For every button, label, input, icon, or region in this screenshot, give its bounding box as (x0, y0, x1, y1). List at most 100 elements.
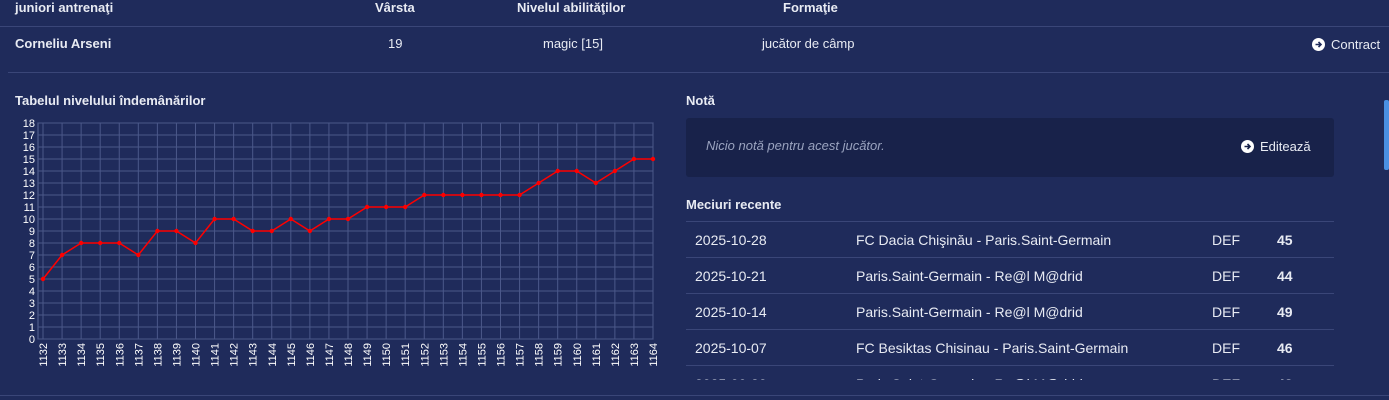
y-tick-label: 1 (29, 322, 35, 334)
point (422, 192, 427, 198)
point (574, 168, 579, 174)
point (345, 216, 351, 222)
match-row[interactable]: 2025-10-07 FC Besiktas Chisinau - Paris.S… (686, 329, 1334, 365)
y-tick-label: 15 (23, 154, 35, 166)
scrollbar[interactable] (1384, 100, 1389, 170)
point (231, 216, 236, 222)
y-tick-label: 0 (29, 334, 35, 346)
match-date: 2025-10-28 (695, 232, 767, 248)
x-tick-label: 1153 (438, 343, 450, 367)
point (479, 192, 484, 198)
y-tick-label: 4 (29, 286, 35, 298)
y-tick-label: 9 (29, 226, 35, 238)
point (288, 216, 294, 222)
match-score: 48 (1277, 376, 1293, 380)
point (593, 180, 599, 186)
x-tick-label: 1143 (248, 343, 260, 367)
matches-table: 2025-10-28 FC Dacia Chişinău - Paris.Sain… (686, 221, 1334, 380)
y-tick-label: 16 (23, 142, 35, 154)
point (193, 240, 198, 246)
x-tick-label: 1158 (534, 343, 546, 367)
contract-button[interactable]: Contract (1331, 37, 1381, 52)
x-tick-label: 1142 (229, 343, 241, 367)
note-box: Nicio notă pentru acest jucător. Editeaz… (686, 118, 1334, 177)
x-tick-label: 1149 (362, 343, 374, 367)
x-tick-label: 1150 (381, 343, 393, 367)
match-position: DEF (1212, 376, 1240, 380)
y-tick-label: 3 (29, 298, 35, 310)
x-tick-label: 1132 (38, 343, 50, 367)
x-tick-label: 1136 (114, 343, 126, 367)
x-tick-label: 1154 (457, 343, 469, 367)
player-name[interactable]: Corneliu Arseni (15, 36, 112, 51)
point (402, 204, 408, 210)
x-tick-label: 1156 (496, 343, 508, 367)
chart-title: Tabelul nivelului îndemânărilor (15, 93, 206, 108)
x-tick-label: 1146 (305, 343, 317, 367)
match-position: DEF (1212, 304, 1240, 320)
x-tick-label: 1138 (152, 343, 164, 367)
y-tick-label: 10 (23, 214, 35, 226)
arrow-icon (1312, 38, 1325, 51)
point (155, 228, 160, 234)
player-skill: magic [15] (543, 36, 603, 51)
point (212, 216, 217, 222)
match-date: 2025-09-30 (695, 376, 767, 380)
point (441, 192, 446, 198)
y-tick-label: 7 (29, 250, 35, 262)
divider (0, 26, 1389, 27)
match-date: 2025-10-21 (695, 268, 767, 284)
point (117, 240, 122, 246)
point (364, 204, 370, 210)
x-tick-label: 1151 (400, 343, 412, 367)
x-tick-label: 1141 (210, 343, 222, 367)
player-position: jucător de câmp (762, 36, 855, 51)
x-tick-label: 1140 (191, 343, 203, 367)
x-tick-label: 1145 (286, 343, 298, 367)
point (97, 240, 103, 246)
player-age: 19 (388, 36, 403, 51)
y-tick-label: 2 (29, 310, 35, 322)
arrow-icon (1241, 140, 1254, 153)
note-title: Notă (686, 93, 715, 108)
match-score: 46 (1277, 340, 1293, 356)
match-name: Paris.Saint-Germain - Re@l M@drid (856, 304, 1083, 320)
match-position: DEF (1212, 340, 1240, 356)
point (250, 228, 255, 234)
point (269, 228, 274, 234)
y-tick-label: 6 (29, 262, 35, 274)
point (383, 204, 389, 210)
divider (8, 72, 1389, 73)
point (460, 192, 465, 198)
y-tick-label: 17 (23, 130, 35, 142)
match-row[interactable]: 2025-10-28 FC Dacia Chişinău - Paris.Sain… (686, 221, 1334, 257)
match-name: FC Besiktas Chisinau - Paris.Saint-Germa… (856, 340, 1129, 356)
column-header: Vârsta (375, 0, 415, 15)
x-tick-label: 1148 (343, 343, 355, 367)
point (307, 228, 313, 234)
x-tick-label: 1137 (133, 343, 145, 367)
match-name: Paris.Saint-Germain - Re@l M@drid (856, 268, 1083, 284)
edit-button[interactable]: Editează (1260, 139, 1311, 154)
point (536, 180, 541, 186)
match-row[interactable]: 2025-10-21 Paris.Saint-Germain - Re@l M@d… (686, 257, 1334, 293)
y-tick-label: 11 (24, 202, 35, 214)
x-tick-label: 1163 (629, 343, 641, 367)
x-tick-label: 1147 (324, 343, 336, 367)
point (650, 156, 656, 162)
y-tick-label: 12 (23, 190, 35, 202)
x-tick-label: 1164 (648, 343, 660, 367)
point (555, 168, 560, 174)
y-tick-label: 8 (29, 238, 35, 250)
matches-title: Meciuri recente (686, 197, 782, 212)
y-tick-label: 14 (23, 166, 35, 178)
match-row[interactable]: 2025-10-14 Paris.Saint-Germain - Re@l M@d… (686, 293, 1334, 329)
point (517, 192, 522, 198)
match-row[interactable]: 2025-09-30 Paris.Saint-Germain - Re@l M@d… (686, 365, 1334, 380)
point (326, 216, 332, 222)
match-score: 44 (1277, 268, 1293, 284)
x-tick-label: 1155 (476, 343, 488, 367)
match-name: FC Dacia Chişinău - Paris.Saint-Germain (856, 232, 1112, 248)
x-tick-label: 1162 (610, 343, 622, 367)
y-tick-label: 13 (23, 178, 35, 190)
